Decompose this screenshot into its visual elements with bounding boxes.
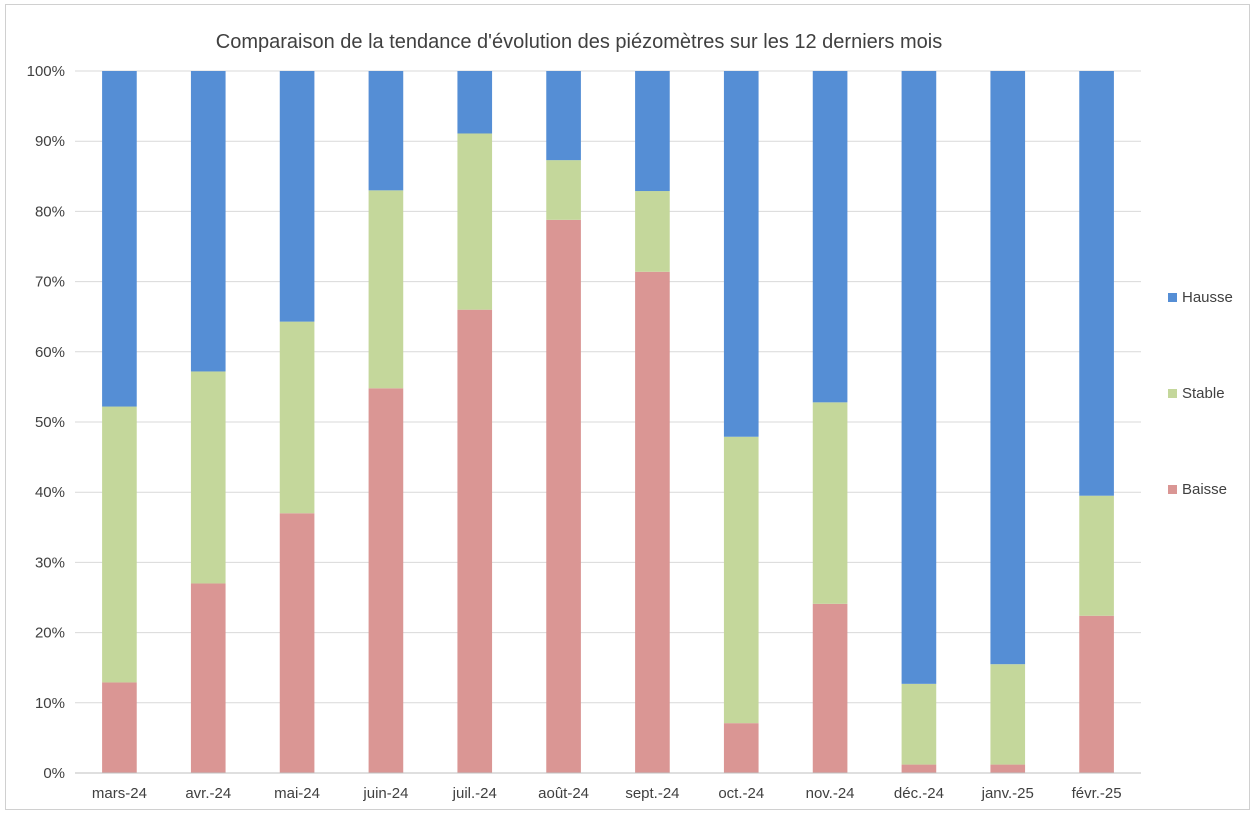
legend-label: Stable [1182, 385, 1225, 402]
legend: Hausse Stable Baisse [1168, 289, 1233, 498]
bar-stable [102, 406, 137, 683]
x-axis: mars-24 avr.-24 mai-24 juin-24 juil.-24 août-… [75, 772, 1141, 802]
x-tick-label: août-24 [538, 785, 589, 802]
bar-hausse [457, 71, 493, 134]
bar-baisse [190, 583, 226, 773]
y-tick-label: 20% [35, 625, 65, 642]
y-tick-label: 90% [35, 133, 65, 150]
x-tick-label: févr.-25 [1072, 785, 1122, 802]
bar-stack [279, 71, 315, 773]
y-tick-label: 40% [35, 484, 65, 501]
y-tick-label: 50% [35, 414, 65, 431]
bar-baisse [812, 603, 848, 773]
legend-label: Baisse [1182, 481, 1227, 498]
bar-baisse [546, 219, 581, 774]
y-tick-label: 60% [35, 344, 65, 361]
legend-swatch [1168, 389, 1177, 398]
legend-swatch [1168, 485, 1177, 494]
bar-baisse [723, 723, 759, 773]
bar-stack [1079, 71, 1114, 773]
bar-hausse [546, 71, 581, 161]
bars [102, 71, 1114, 774]
bar-baisse [368, 388, 404, 773]
bar-hausse [102, 71, 137, 407]
bar-stack [812, 71, 848, 773]
bar-stack [723, 71, 759, 773]
bar-stable [723, 436, 759, 724]
bar-hausse [723, 71, 759, 437]
bar-hausse [635, 71, 670, 192]
x-tick-label: juil.-24 [452, 785, 497, 802]
legend-item-hausse: Hausse [1168, 289, 1233, 306]
y-tick-label: 0% [43, 765, 65, 782]
bar-stack [102, 71, 137, 773]
bar-hausse [1079, 71, 1114, 496]
bar-stable [368, 190, 404, 389]
bar-baisse [102, 682, 137, 773]
bar-stable [812, 402, 848, 604]
legend-swatch [1168, 293, 1177, 302]
bar-hausse [901, 71, 937, 684]
bar-hausse [368, 71, 404, 191]
gridlines [75, 70, 1141, 704]
bar-stack [990, 71, 1026, 773]
y-tick-label: 80% [35, 203, 65, 220]
bar-stack [190, 71, 226, 773]
bar-stack [457, 71, 493, 773]
bar-stable [190, 371, 226, 584]
x-tick-label: avr.-24 [185, 785, 231, 802]
bar-baisse [1079, 615, 1114, 773]
bar-hausse [279, 71, 315, 322]
legend-item-baisse: Baisse [1168, 481, 1227, 498]
x-tick-label: sept.-24 [625, 785, 679, 802]
chart-frame: Comparaison de la tendance d'évolution d… [5, 4, 1250, 810]
legend-label: Hausse [1182, 289, 1233, 306]
bar-hausse [190, 71, 226, 372]
bar-stable [1079, 495, 1114, 616]
x-tick-label: mars-24 [92, 785, 147, 802]
x-tick-label: mai-24 [274, 785, 320, 802]
y-tick-label: 10% [35, 695, 65, 712]
bar-stable [457, 133, 493, 310]
y-axis: 0% 10% 20% 30% 40% 50% 60% 70% 80% 90% 100% [27, 63, 65, 782]
x-tick-label: déc.-24 [894, 785, 944, 802]
x-tick-label: nov.-24 [806, 785, 855, 802]
stacked-bar-chart: Comparaison de la tendance d'évolution d… [27, 31, 1233, 802]
bar-stack [546, 71, 581, 774]
x-tick-label: juin-24 [362, 785, 408, 802]
bar-hausse [990, 71, 1026, 665]
x-tick-label: oct.-24 [718, 785, 764, 802]
bar-baisse [279, 513, 315, 773]
bar-baisse [990, 764, 1026, 773]
bar-stack [901, 71, 937, 773]
bar-baisse [901, 764, 937, 773]
legend-item-stable: Stable [1168, 385, 1225, 402]
bar-stack [368, 71, 404, 773]
bar-stable [901, 683, 937, 765]
x-tick-label: janv.-25 [981, 785, 1034, 802]
y-tick-label: 70% [35, 274, 65, 291]
bar-stable [990, 664, 1026, 765]
bar-baisse [635, 271, 670, 773]
bar-hausse [812, 71, 848, 403]
bar-stable [635, 191, 670, 272]
bar-stable [546, 160, 581, 220]
bar-stable [279, 321, 315, 514]
y-tick-label: 30% [35, 554, 65, 571]
y-tick-label: 100% [27, 63, 65, 80]
chart-title: Comparaison de la tendance d'évolution d… [216, 31, 942, 53]
bar-baisse [457, 309, 493, 773]
bar-stack [635, 71, 670, 773]
